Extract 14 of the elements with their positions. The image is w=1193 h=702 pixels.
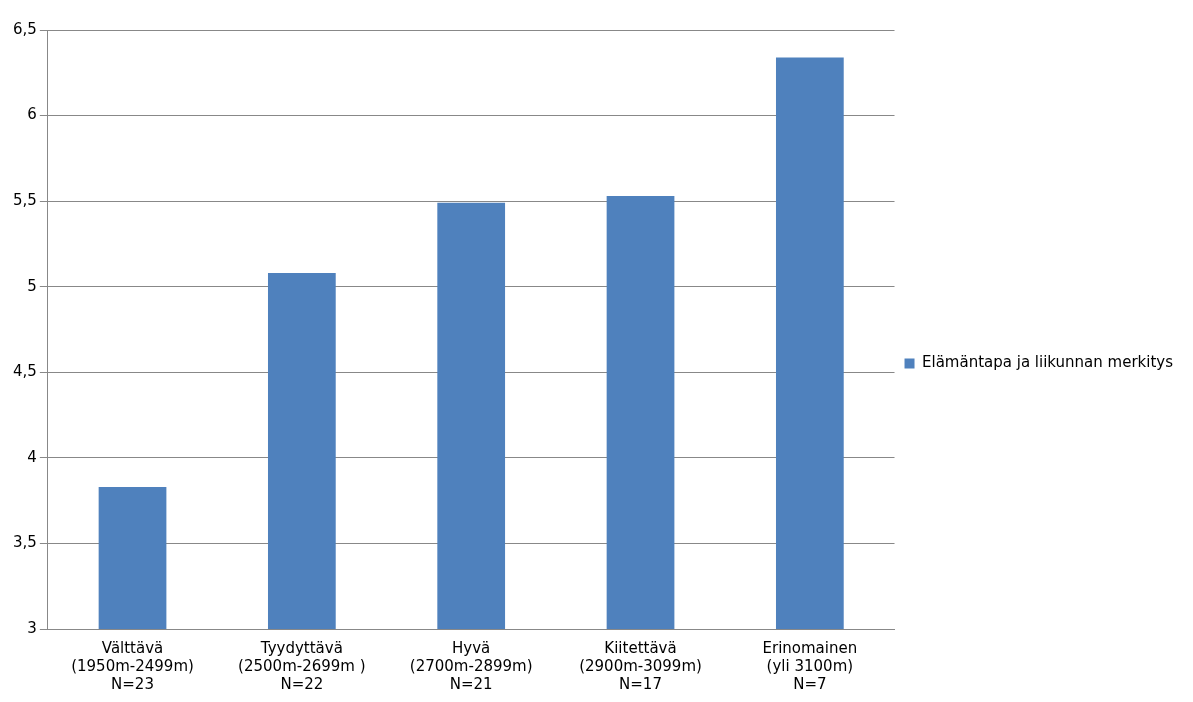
- y-tick-label: 3,5: [13, 533, 37, 552]
- x-tick-label: Tyydyttävä (2500m-2699m ) N=22: [238, 638, 366, 693]
- x-tick-label: Erinomainen (yli 3100m) N=7: [762, 638, 858, 693]
- legend-label: Elämäntapa ja liikunnan merkitys: [922, 353, 1174, 372]
- y-tick-label: 5: [27, 276, 37, 295]
- y-tick-label: 6,5: [13, 19, 37, 38]
- y-tick-label: 4: [27, 447, 37, 466]
- y-tick-label: 4,5: [13, 362, 37, 381]
- x-tick-label: Hyvä (2700m-2899m) N=21: [409, 638, 533, 693]
- y-tick-label: 6: [27, 105, 37, 124]
- x-tick-label: Kiitettävä (2900m-3099m) N=17: [579, 638, 702, 693]
- x-tick-label: Välttävä (1950m-2499m) N=23: [71, 638, 194, 693]
- y-tick-label: 3: [27, 618, 37, 637]
- y-tick-label: 5,5: [13, 191, 37, 210]
